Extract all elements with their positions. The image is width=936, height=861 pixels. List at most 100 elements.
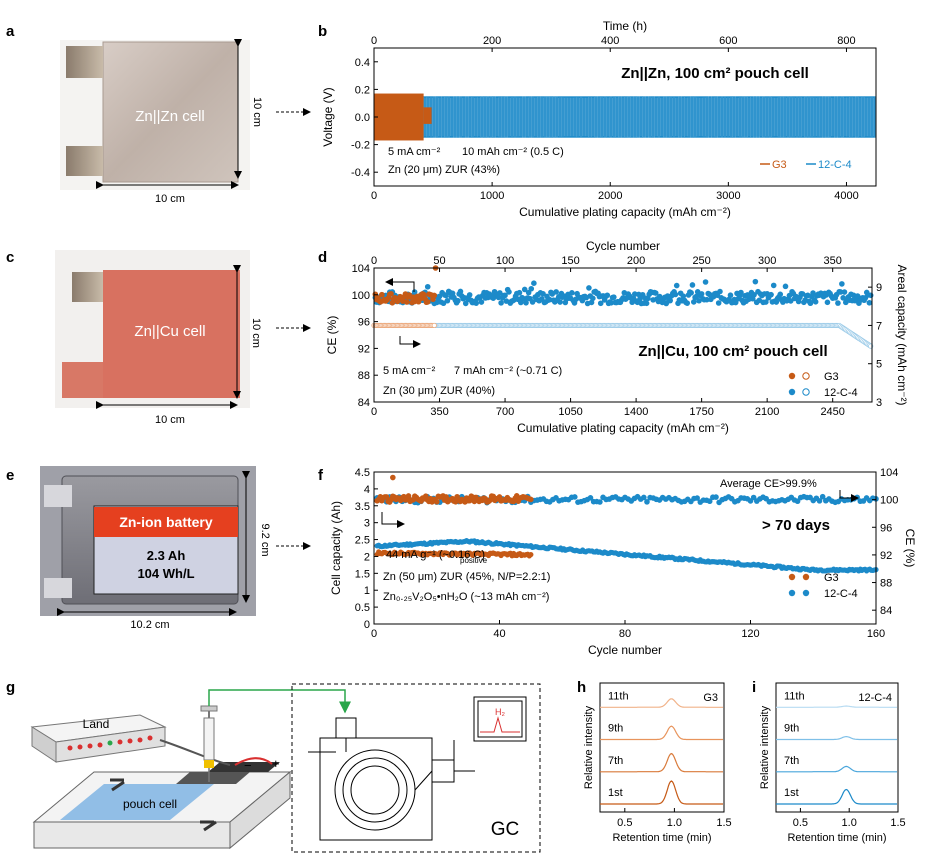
y-tick-label: 100 bbox=[352, 290, 370, 302]
x-tick-label: 1.5 bbox=[890, 817, 905, 829]
ce-point-12c4 bbox=[680, 293, 687, 299]
sampling-path-arrow bbox=[208, 689, 351, 714]
ce-point-12c4 bbox=[706, 498, 713, 505]
x-tick-label: 0 bbox=[371, 190, 377, 202]
x-tick-label: 1050 bbox=[558, 406, 582, 418]
y-tick-label: 3.5 bbox=[355, 501, 370, 513]
y-tick-label: 88 bbox=[358, 370, 370, 382]
annotation-cathode: Zn₀.₂₅V₂O₅•nH₂O (~13 mAh cm⁻²) bbox=[383, 591, 549, 603]
plot-frame bbox=[373, 267, 873, 403]
annotation-specific-current: 44 mA g⁻¹ (~0.16 C) bbox=[386, 549, 485, 561]
y2-axis-label: Areal capacity (mAh cm⁻²) bbox=[895, 264, 909, 405]
y-tick-label: 0.2 bbox=[355, 84, 370, 96]
ce-point-12c4 bbox=[586, 285, 592, 291]
ce-point-12c4 bbox=[455, 297, 461, 304]
ce-point-12c4 bbox=[521, 286, 528, 293]
ce-point-12c4 bbox=[689, 282, 696, 288]
ce-point-12c4 bbox=[572, 494, 578, 500]
ce-point-12c4 bbox=[443, 292, 449, 299]
trace-9th bbox=[776, 735, 897, 741]
ce-point-12c4 bbox=[694, 495, 700, 501]
gc-label: GC bbox=[491, 819, 520, 840]
ce-point-12c4 bbox=[819, 493, 826, 500]
battery-banner bbox=[94, 507, 238, 537]
chart-f-cell-capacity: 0 40 80 120 160 Cycle number 0 0.5 1 1.5 2 2.5 3 3.5 4… bbox=[329, 467, 917, 657]
ce-point-12c4 bbox=[732, 299, 739, 306]
cell-tab bbox=[176, 772, 250, 784]
ce-point-12c4 bbox=[587, 495, 594, 501]
x-tick-label: 40 bbox=[493, 628, 505, 640]
photo-zn-ion-battery: Zn-ion battery 2.3 Ah 104 Wh/L 9.2 cm 10… bbox=[40, 466, 271, 631]
tab-bottom bbox=[44, 578, 72, 598]
x-tick-label: 1.0 bbox=[667, 817, 682, 829]
tab-top bbox=[66, 46, 103, 78]
ce-point-12c4 bbox=[824, 299, 831, 306]
ce-point-12c4 bbox=[738, 289, 744, 296]
positive-lead bbox=[234, 757, 273, 766]
ce-point-12c4 bbox=[715, 300, 722, 306]
y2-tick-label: 9 bbox=[876, 282, 882, 294]
capacity-point-g3 bbox=[528, 551, 534, 558]
ce-point-12c4 bbox=[841, 289, 848, 295]
y-tick-label: 96 bbox=[358, 317, 370, 329]
trace-label: 1st bbox=[608, 787, 623, 799]
x-tick-label: 0 bbox=[371, 628, 377, 640]
photo-e-dim-h: 10.2 cm bbox=[130, 619, 169, 631]
trace-label: 9th bbox=[608, 723, 623, 735]
ce-point-12c4 bbox=[506, 289, 512, 295]
photo-to-plot-arrows bbox=[276, 108, 311, 550]
trace-label: 1st bbox=[784, 787, 799, 799]
x-tick-label: 0.5 bbox=[793, 817, 808, 829]
ce-point-12c4 bbox=[782, 283, 789, 290]
y2-tick-label: 5 bbox=[876, 359, 882, 371]
h2-label: H₂ bbox=[495, 707, 505, 717]
y2-tick-label: 84 bbox=[880, 605, 892, 617]
x-tick-label: 4000 bbox=[834, 190, 858, 202]
ce-point-12c4 bbox=[528, 285, 535, 292]
ce-point-12c4 bbox=[690, 299, 697, 305]
legend-g3-open bbox=[802, 372, 810, 380]
series-12c4-oscillation bbox=[373, 96, 876, 138]
photo-zn-cu-cell: Zn||Cu cell 10 cm 10 cm bbox=[55, 250, 262, 426]
x-tick-label: 2000 bbox=[598, 190, 622, 202]
ce-point-g3 bbox=[379, 291, 385, 298]
y-tick-label: 84 bbox=[358, 397, 370, 409]
x-axis-label: Retention time (min) bbox=[612, 832, 711, 844]
legend-g3-filled bbox=[788, 573, 796, 581]
trace-7th bbox=[776, 765, 897, 773]
x-tick-label: 1.5 bbox=[716, 817, 731, 829]
trace-11th bbox=[600, 698, 723, 708]
x-tick-label: 1750 bbox=[689, 406, 713, 418]
ce-point-12c4 bbox=[837, 289, 844, 295]
instrument-leds bbox=[67, 735, 153, 751]
chart-title: G3 bbox=[703, 692, 718, 704]
ce-point-12c4 bbox=[807, 300, 814, 307]
photo-c-label: Zn||Cu cell bbox=[134, 323, 205, 340]
instrument-cable bbox=[159, 739, 231, 766]
top-tick-label: 600 bbox=[719, 35, 737, 47]
y-tick-label: 1.5 bbox=[355, 568, 370, 580]
chart-title: Zn||Zn, 100 cm² pouch cell bbox=[621, 65, 809, 82]
ce-point-12c4 bbox=[664, 293, 671, 299]
y2-tick-label: 100 bbox=[880, 495, 898, 507]
annotation-current: 5 mA cm⁻² bbox=[383, 365, 436, 377]
top-tick-label: 300 bbox=[758, 255, 776, 267]
ce-point-12c4 bbox=[839, 281, 845, 287]
ce-point-12c4 bbox=[411, 289, 418, 295]
trace-9th bbox=[600, 725, 723, 741]
photo-a-dim-h: 10 cm bbox=[155, 193, 185, 205]
top-axis-label: Time (h) bbox=[603, 19, 647, 33]
top-tick-label: 250 bbox=[692, 255, 710, 267]
ce-point-12c4 bbox=[604, 292, 611, 299]
ce-point-12c4 bbox=[698, 291, 705, 297]
battery-energy-density: 104 Wh/L bbox=[137, 566, 194, 581]
ce-point-12c4 bbox=[597, 499, 603, 505]
ce-point-12c4 bbox=[770, 282, 777, 289]
ce-point-12c4 bbox=[763, 299, 769, 305]
x-tick-label: 2450 bbox=[820, 406, 844, 418]
ce-point-12c4 bbox=[866, 299, 873, 306]
y-tick-label: 92 bbox=[358, 343, 370, 355]
valve-right bbox=[200, 820, 217, 832]
ce-point-12c4 bbox=[641, 494, 647, 501]
x-tick-label: 2100 bbox=[755, 406, 779, 418]
